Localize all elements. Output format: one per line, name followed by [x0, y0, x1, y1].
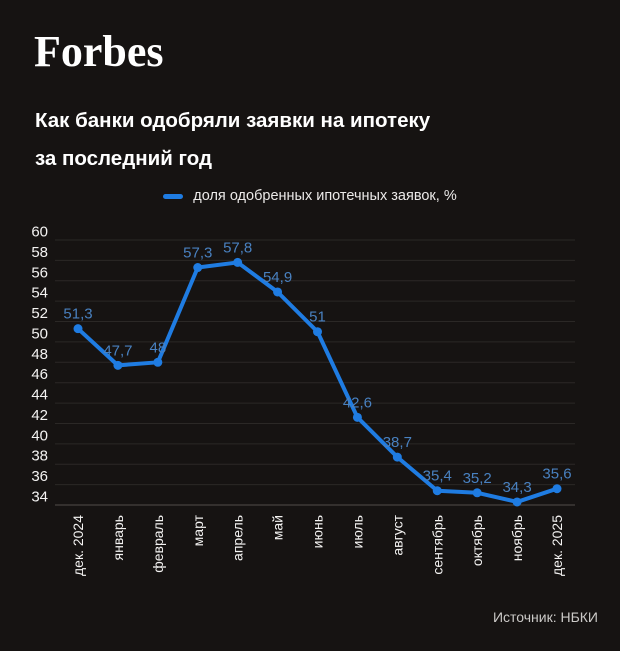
source-note: Источник: НБКИ — [492, 609, 598, 625]
data-point-label: 35,6 — [542, 466, 571, 483]
x-tick-label: июль — [349, 515, 365, 548]
y-tick-label: 44 — [31, 387, 48, 404]
data-point-label: 35,2 — [463, 470, 492, 487]
forbes-logo: Forbes — [34, 27, 164, 76]
x-tick-label: сентябрь — [429, 515, 445, 575]
legend: доля одобренных ипотечных заявок, % — [0, 188, 620, 204]
data-point-label: 51 — [309, 309, 326, 326]
x-tick-label: август — [389, 514, 405, 555]
x-tick-label: март — [190, 514, 206, 546]
data-point — [113, 360, 123, 370]
data-point — [313, 327, 322, 337]
data-point — [352, 412, 362, 422]
chart-title-line1: Как банки одобряли заявки на ипотеку — [35, 109, 431, 132]
y-tick-label: 56 — [31, 264, 48, 281]
data-point-label: 57,8 — [223, 239, 252, 256]
y-tick-label: 50 — [31, 325, 48, 342]
x-tick-label: июнь — [310, 515, 326, 548]
y-tick-label: 46 — [31, 366, 48, 383]
data-point — [153, 357, 163, 367]
x-tick-label: апрель — [230, 515, 246, 561]
y-tick-label: 58 — [31, 244, 48, 261]
x-tick-label: октябрь — [469, 515, 485, 566]
series-line — [76, 260, 559, 504]
x-tick-label: май — [270, 515, 286, 540]
data-point-label: 34,3 — [502, 479, 531, 496]
legend-label: доля одобренных ипотечных заявок, % — [193, 188, 457, 204]
data-point — [432, 486, 442, 496]
legend-line-marker-icon — [163, 193, 184, 199]
y-tick-label: 54 — [31, 285, 48, 302]
data-point — [193, 263, 203, 273]
y-tick-label: 34 — [31, 489, 48, 506]
y-tick-label: 52 — [31, 305, 48, 322]
chart-title-line2: за последний год — [35, 147, 213, 170]
line-chart: 60 58 56 54 52 50 48 46 44 42 40 38 36 34 дек. 2024 янв… — [0, 224, 620, 595]
data-point-label: 42,6 — [343, 394, 372, 411]
data-point — [392, 452, 402, 462]
chart-title: Как банки одобряли заявки на ипотеку за … — [35, 102, 595, 178]
data-point — [512, 497, 522, 507]
line-chart-svg: 60 58 56 54 52 50 48 46 44 42 40 38 36 34 дек. 2024 янв… — [31, 224, 575, 576]
data-point — [273, 287, 283, 297]
y-tick-label: 48 — [31, 346, 48, 363]
x-tick-label: февраль — [150, 515, 166, 573]
data-point-label: 47,7 — [103, 342, 132, 359]
data-point-label: 38,7 — [383, 434, 412, 451]
x-tick-label: январь — [110, 515, 126, 560]
y-tick-label: 42 — [31, 407, 48, 424]
x-tick-label: дек. 2025 — [549, 515, 565, 576]
data-point-label: 48 — [149, 339, 166, 356]
x-tick-label: дек. 2024 — [70, 515, 86, 576]
y-tick-label: 40 — [31, 427, 48, 444]
y-tick-label: 60 — [31, 225, 48, 241]
y-tick-label: 38 — [31, 448, 48, 465]
data-point-label: 35,4 — [423, 468, 452, 485]
data-point-label: 57,3 — [183, 245, 212, 262]
data-point-label: 54,9 — [263, 269, 292, 286]
data-point — [552, 484, 562, 494]
data-point — [73, 324, 83, 334]
x-tick-label: ноябрь — [509, 515, 525, 561]
data-point-label: 51,3 — [63, 306, 92, 323]
data-point — [472, 488, 482, 498]
y-tick-label: 36 — [31, 468, 48, 485]
data-point — [233, 257, 243, 267]
